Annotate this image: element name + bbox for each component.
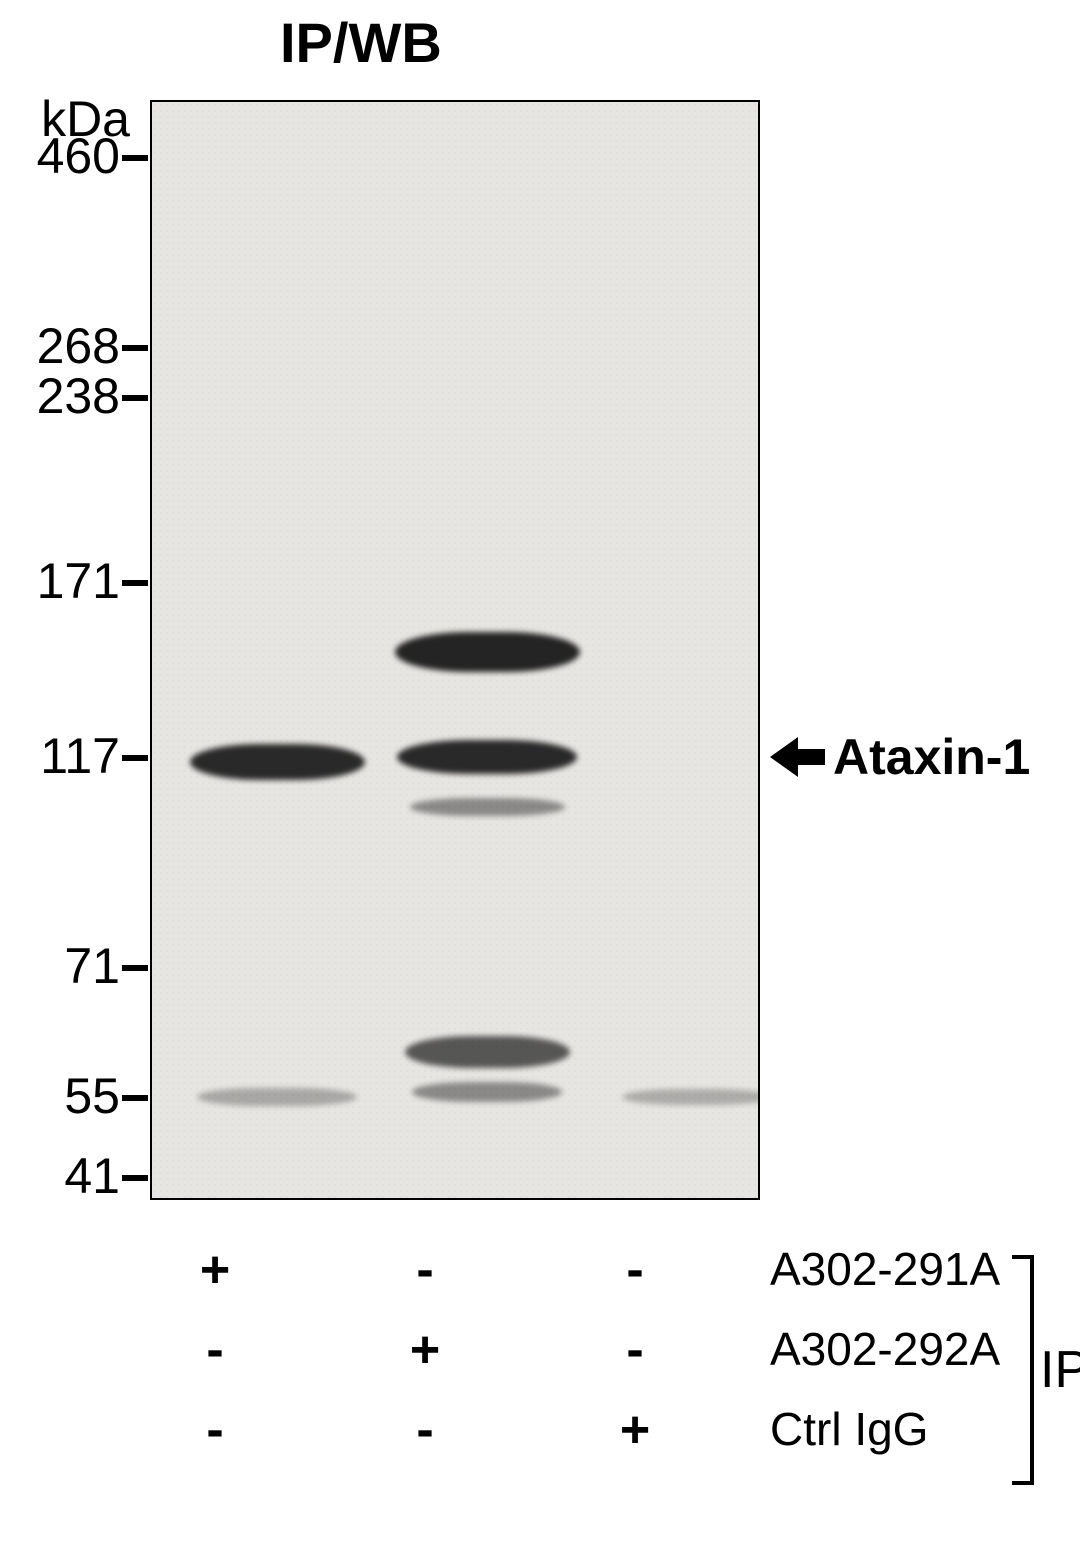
figure-title: IP/WB <box>280 10 442 75</box>
ip-bracket-bottom <box>1012 1481 1034 1485</box>
ip-bracket-top <box>1012 1255 1034 1259</box>
blot-band <box>410 798 565 816</box>
lane-mark: - <box>400 1240 450 1300</box>
lane-mark: - <box>610 1320 660 1380</box>
ladder-marker: 41 <box>0 1147 120 1205</box>
figure-root: IP/WB kDa 460268238171117715541 Ataxin-1… <box>0 0 1080 1559</box>
ladder-marker: 117 <box>0 727 120 785</box>
lane-mark: + <box>190 1240 240 1300</box>
ladder-tick <box>122 965 148 971</box>
ladder-marker: 171 <box>0 552 120 610</box>
ip-group-label: IP <box>1040 1340 1080 1400</box>
blot-band <box>412 1082 562 1102</box>
target-name: Ataxin-1 <box>833 728 1030 786</box>
ladder-marker: 238 <box>0 367 120 425</box>
antibody-label: A302-291A <box>770 1242 1000 1296</box>
blot-band <box>622 1089 760 1105</box>
ladder-tick <box>122 345 148 351</box>
blot-band <box>395 632 580 672</box>
antibody-label: A302-292A <box>770 1322 1000 1376</box>
ladder-tick <box>122 395 148 401</box>
ladder-marker: 71 <box>0 937 120 995</box>
ladder-tick <box>122 580 148 586</box>
blot-band <box>397 740 577 774</box>
ladder-marker: 460 <box>0 127 120 185</box>
ip-bracket-vertical <box>1030 1255 1034 1485</box>
lane-mark: - <box>400 1400 450 1460</box>
ladder-tick <box>122 755 148 761</box>
blot-band <box>405 1036 570 1068</box>
target-arrow-label: Ataxin-1 <box>770 728 1030 786</box>
lane-mark: + <box>610 1400 660 1460</box>
lane-mark: - <box>190 1320 240 1380</box>
left-arrow-icon <box>770 733 825 781</box>
lane-mark: + <box>400 1320 450 1380</box>
antibody-label: Ctrl IgG <box>770 1402 928 1456</box>
lane-mark: - <box>190 1400 240 1460</box>
blot-image <box>150 100 760 1200</box>
ladder-tick <box>122 155 148 161</box>
lane-mark: - <box>610 1240 660 1300</box>
ladder-marker: 55 <box>0 1067 120 1125</box>
blot-band <box>190 744 365 780</box>
ladder-tick <box>122 1175 148 1181</box>
blot-band <box>197 1088 357 1106</box>
ladder-tick <box>122 1095 148 1101</box>
